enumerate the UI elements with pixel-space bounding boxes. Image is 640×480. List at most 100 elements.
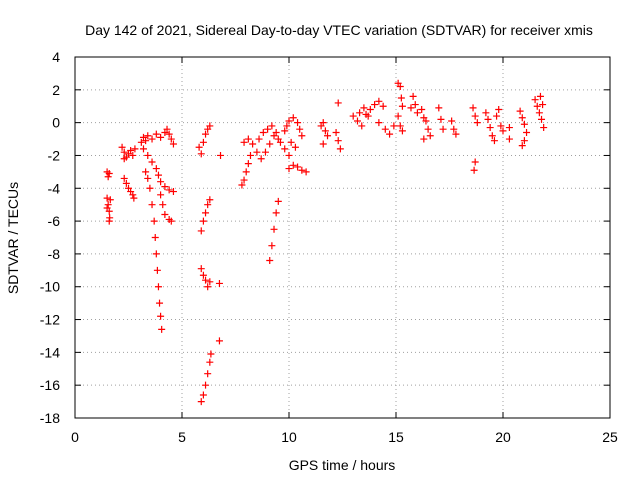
data-point [298,132,306,140]
data-point [520,137,528,145]
data-point [319,119,327,127]
y-tick-label: -16 [40,377,60,393]
data-point [257,155,265,163]
data-point [148,135,156,143]
data-point [272,209,280,217]
data-point [375,97,383,105]
data-point [411,101,419,109]
y-tick-label: 0 [52,115,60,131]
data-point [152,165,160,173]
data-point [129,151,137,159]
data-point [285,117,293,125]
data-point [161,211,169,219]
data-point [118,143,126,151]
data-point [539,101,547,109]
data-point [146,184,154,192]
data-point [142,137,150,145]
y-tick-label: -6 [48,213,61,229]
data-point [283,122,291,130]
data-point [255,135,263,143]
data-point [298,166,306,174]
data-point [409,92,417,100]
data-point [144,151,152,159]
data-point [371,101,379,109]
x-tick-label: 15 [388,429,404,445]
data-point [266,256,274,264]
data-point [129,191,137,199]
data-point [334,99,342,107]
data-point [319,140,327,148]
data-point [103,204,111,212]
data-point [142,168,150,176]
plot-frame [74,56,611,419]
data-point [206,122,214,130]
data-point [518,142,526,150]
data-point [356,109,364,117]
data-point [130,194,138,202]
data-point [163,125,171,133]
data-point [396,122,404,130]
data-point [398,127,406,135]
data-point [157,178,165,186]
data-point [159,201,167,209]
data-point [413,109,421,117]
data-point [336,145,344,153]
data-point [157,133,165,141]
data-point [289,114,297,122]
y-tick-label: -14 [40,344,60,360]
data-points [103,79,548,406]
data-point [486,124,494,132]
data-point [426,132,434,140]
data-point [349,112,357,120]
data-point [294,163,302,171]
data-point [264,125,272,133]
data-point [266,140,274,148]
data-point [240,176,248,184]
data-point [424,125,432,133]
y-axis-title: SDTVAR / TECUs [5,182,21,294]
x-tick-label: 5 [178,429,186,445]
data-point [381,125,389,133]
data-point [471,158,479,166]
data-point [268,242,276,250]
data-point [120,174,128,182]
chart-title: Day 142 of 2021, Sidereal Day-to-day VTE… [85,22,593,38]
data-point [144,132,152,140]
data-point [199,138,207,146]
data-point [161,183,169,191]
data-point [215,337,223,345]
data-point [268,122,276,130]
grid-lines [75,57,610,418]
y-tick-label: -12 [40,312,60,328]
data-point [157,191,165,199]
data-point [332,128,340,136]
data-point [204,283,212,291]
data-point [103,194,111,202]
data-point [407,104,415,112]
data-point [523,128,531,136]
data-point [154,171,162,179]
data-point [131,145,139,153]
data-point [386,130,394,138]
data-point [240,138,248,146]
data-point [538,115,546,123]
data-point [490,137,498,145]
data-point [420,135,428,143]
data-point [197,398,205,406]
data-point [139,145,147,153]
data-point [276,138,284,146]
y-tick-label: -10 [40,279,60,295]
data-point [104,201,112,209]
data-point [259,128,267,136]
data-point [535,109,543,117]
x-axis-title: GPS time / hours [289,457,396,473]
data-point [157,312,165,320]
data-point [165,186,173,194]
data-point [207,350,215,358]
data-point [469,104,477,112]
data-point [450,125,458,133]
data-point [518,114,526,122]
data-point [448,117,456,125]
data-point [105,217,113,225]
